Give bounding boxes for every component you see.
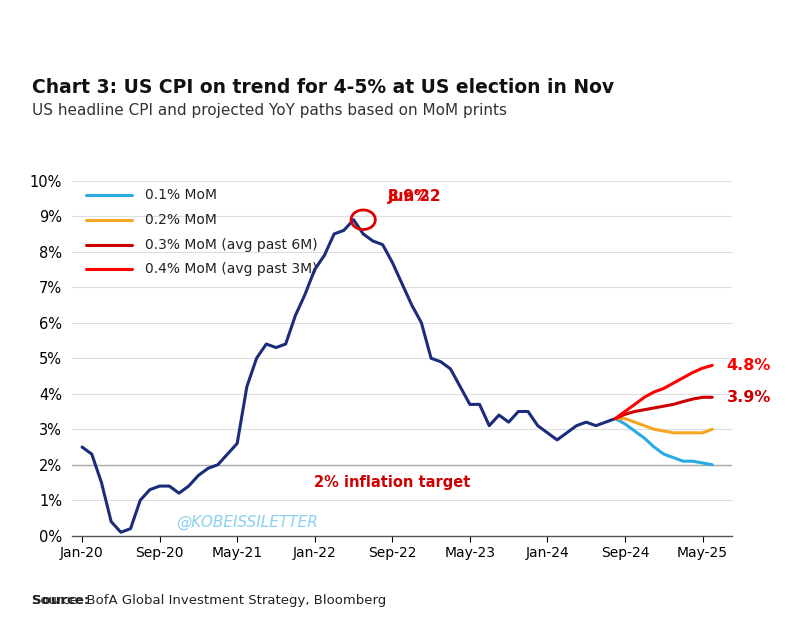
Text: 4.8%: 4.8% [726, 358, 770, 373]
Text: Source: BofA Global Investment Strategy, Bloomberg: Source: BofA Global Investment Strategy,… [32, 594, 386, 607]
Text: Jun'22: Jun'22 [387, 171, 441, 204]
Text: 0.3% MoM (avg past 6M): 0.3% MoM (avg past 6M) [145, 237, 317, 252]
Text: 8.9%: 8.9% [387, 189, 429, 204]
Text: 0.1% MoM: 0.1% MoM [145, 188, 217, 202]
Text: Source:: Source: [32, 594, 89, 607]
Text: 0.2% MoM: 0.2% MoM [145, 212, 217, 227]
Text: 3.9%: 3.9% [726, 390, 770, 405]
Text: 0.4% MoM (avg past 3M): 0.4% MoM (avg past 3M) [145, 262, 317, 277]
Text: Chart 3: US CPI on trend for 4-5% at US election in Nov: Chart 3: US CPI on trend for 4-5% at US … [32, 78, 613, 97]
Text: US headline CPI and projected YoY paths based on MoM prints: US headline CPI and projected YoY paths … [32, 103, 507, 118]
Text: @KOBEISSILETTER: @KOBEISSILETTER [176, 515, 317, 530]
Text: 2% inflation target: 2% inflation target [314, 475, 470, 490]
